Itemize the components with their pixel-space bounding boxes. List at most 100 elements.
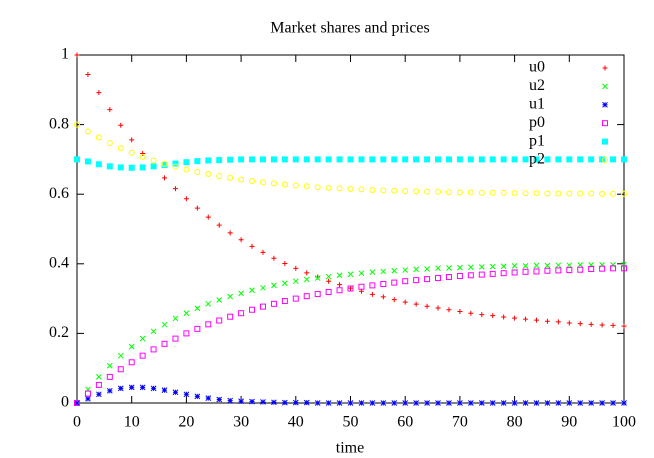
- x-tick-label: 80: [507, 414, 523, 431]
- point: [238, 156, 245, 163]
- point: [216, 317, 223, 324]
- point: [424, 266, 430, 272]
- point: [445, 274, 452, 281]
- point: [533, 262, 540, 269]
- point: [456, 156, 463, 163]
- point: [413, 188, 420, 195]
- point: [380, 156, 387, 163]
- point: [621, 190, 627, 197]
- point: [610, 261, 616, 268]
- point: [249, 306, 256, 313]
- point: [227, 397, 234, 404]
- point: [249, 177, 256, 184]
- point: [555, 190, 562, 197]
- point: [84, 128, 91, 135]
- point: [96, 391, 102, 398]
- point: [467, 189, 474, 196]
- x-tick-label: 20: [178, 414, 194, 431]
- point: [457, 264, 463, 271]
- point: [380, 400, 387, 406]
- point: [489, 189, 496, 196]
- point: [391, 156, 398, 163]
- point: [118, 122, 124, 128]
- point: [139, 352, 146, 359]
- point: [162, 175, 168, 181]
- point: [183, 330, 190, 337]
- point: [140, 150, 146, 156]
- point: [391, 400, 398, 406]
- point: [314, 275, 321, 281]
- legend-label: u0: [529, 59, 545, 76]
- point: [467, 272, 474, 279]
- point: [106, 140, 113, 147]
- point: [347, 156, 354, 163]
- point: [249, 156, 256, 163]
- point: [139, 164, 146, 171]
- point: [478, 189, 485, 196]
- point: [358, 283, 365, 290]
- point: [577, 321, 583, 327]
- point: [227, 313, 234, 320]
- x-tick-label: 60: [397, 414, 413, 431]
- point: [566, 267, 573, 274]
- x-tick-label: 10: [124, 414, 140, 431]
- point: [326, 278, 332, 284]
- point: [281, 298, 288, 305]
- point: [106, 373, 113, 380]
- point: [95, 161, 102, 168]
- legend-marker: [602, 120, 608, 127]
- point: [555, 400, 562, 406]
- point: [610, 156, 617, 163]
- point: [205, 171, 212, 178]
- point: [238, 290, 244, 297]
- point: [478, 264, 485, 270]
- point: [194, 168, 201, 175]
- point: [555, 262, 562, 269]
- point: [533, 317, 539, 323]
- x-tick-label: 50: [343, 414, 359, 431]
- y-tick-label: 0.6: [49, 185, 69, 202]
- point: [194, 158, 201, 165]
- point: [161, 160, 168, 167]
- point: [216, 297, 223, 303]
- point: [227, 174, 234, 181]
- point: [391, 267, 398, 274]
- point: [500, 263, 507, 270]
- point: [599, 265, 606, 272]
- point: [577, 261, 584, 268]
- point: [391, 297, 397, 303]
- point: [555, 319, 561, 325]
- point: [304, 270, 310, 276]
- x-tick-label: 100: [612, 414, 636, 431]
- point: [435, 400, 441, 406]
- point: [522, 156, 529, 163]
- point: [205, 214, 211, 220]
- point: [205, 395, 212, 401]
- legend-label: p1: [529, 132, 545, 149]
- point: [424, 156, 431, 163]
- point: [369, 156, 376, 163]
- legend-label: u1: [529, 95, 545, 112]
- point: [490, 313, 496, 319]
- point: [194, 205, 200, 211]
- point: [303, 399, 310, 406]
- point: [129, 137, 135, 143]
- point: [172, 315, 179, 322]
- point: [292, 278, 299, 285]
- point: [117, 145, 124, 152]
- point: [194, 393, 201, 400]
- y-tick-label: 0.2: [49, 324, 69, 341]
- point: [249, 243, 255, 249]
- point: [161, 321, 168, 328]
- point: [599, 190, 606, 197]
- point: [106, 163, 113, 170]
- point: [172, 335, 179, 342]
- point: [84, 390, 91, 397]
- point: [347, 400, 354, 406]
- point: [128, 384, 135, 391]
- point: [500, 400, 507, 406]
- point: [205, 321, 212, 328]
- point: [95, 134, 102, 141]
- point: [205, 300, 212, 307]
